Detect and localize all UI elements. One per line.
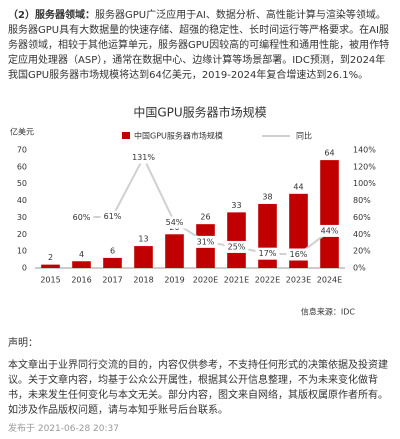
line-label: 61% <box>104 212 122 221</box>
label-background <box>255 247 280 260</box>
paragraph-body: 服务器GPU广泛应用于AI、数据分析、高性能计算与渲染等领域。服务器GPU具有大… <box>8 10 390 81</box>
y2-tick-label: 20% <box>353 247 371 256</box>
x-tick-label: 2021E <box>224 276 249 285</box>
y2-tick-label: 0% <box>353 264 366 273</box>
y2-tick-label: 120% <box>353 162 376 171</box>
disclaimer-body: 本文章出于业界同行交流的目的，内容仅供参考，不支持任何形式的决策依据及投资建议。… <box>8 360 388 416</box>
y-tick-label: 40 <box>17 196 27 205</box>
y2-tick-label: 100% <box>353 179 376 188</box>
label-background <box>69 211 94 224</box>
bar <box>165 234 184 268</box>
y-tick-label: 0 <box>22 264 27 273</box>
label-background <box>131 151 156 164</box>
chart: 中国GPU服务器市场规模 亿美元 信息来源：IDC 0 10 20 30 40 50 60 7… <box>10 105 376 317</box>
y-tick-label: 10 <box>17 247 27 256</box>
bar-label: 44 <box>293 182 303 191</box>
line-label: 44% <box>321 226 339 235</box>
line-label: 54% <box>166 218 184 227</box>
y-axis-title: 亿美元 <box>10 127 34 137</box>
line-label: 60% <box>73 213 91 222</box>
y-tick-label: 30 <box>17 213 27 222</box>
paragraph: （2）服务器领域：服务器GPU广泛应用于AI、数据分析、高性能计算与渲染等领域。… <box>8 8 394 83</box>
paragraph-lead: （2）服务器领域： <box>8 10 95 21</box>
label-background <box>224 240 249 253</box>
x-tick-label: 2016 <box>71 276 91 285</box>
x-tick-label: 2020E <box>193 276 218 285</box>
label-background <box>317 224 342 237</box>
y-tick-label: 20 <box>17 230 27 239</box>
bar <box>227 212 246 268</box>
bar-label: 26 <box>200 213 210 222</box>
line-label: 31% <box>197 237 215 246</box>
bar-label: 4 <box>79 250 84 259</box>
y2-tick-label: 80% <box>353 196 371 205</box>
y-tick-label: 60 <box>17 162 27 171</box>
line-label: 131% <box>132 153 155 162</box>
chart-title: 中国GPU服务器市场规模 <box>133 105 266 120</box>
label-background <box>162 216 187 229</box>
disclaimer-title: 声明： <box>8 338 38 349</box>
date: 发布于 2021-06-28 20:37 <box>8 424 119 434</box>
y2-tick-label: 40% <box>353 230 371 239</box>
bar <box>72 261 91 268</box>
legend-label: 中国GPU服务器市场规模 <box>134 131 223 141</box>
bar-label: 2 <box>48 253 53 262</box>
x-tick-label: 2015 <box>40 276 60 285</box>
label-background <box>100 210 125 223</box>
label-background <box>193 235 218 248</box>
source: 信息来源：IDC <box>301 307 356 317</box>
x-tick-label: 2023E <box>286 276 311 285</box>
label-background <box>286 248 311 261</box>
x-tick-label: 2018 <box>133 276 153 285</box>
bar-label: 64 <box>324 149 334 158</box>
x-tick-label: 2019 <box>164 276 184 285</box>
bar <box>41 264 60 268</box>
bar <box>320 160 339 268</box>
line-label: 17% <box>259 249 277 258</box>
x-tick-label: 2017 <box>102 276 122 285</box>
bar-label: 38 <box>262 192 272 201</box>
bar <box>103 257 122 268</box>
bar-label: 33 <box>231 201 241 210</box>
line-label: 16% <box>290 250 308 259</box>
x-tick-label: 2022E <box>255 276 280 285</box>
bar-label: 6 <box>110 246 115 255</box>
y-tick-label: 70 <box>17 146 27 155</box>
bar <box>134 246 153 268</box>
line-label: 25% <box>228 242 246 251</box>
bar-label: 13 <box>138 235 148 244</box>
x-tick-label: 2024E <box>317 276 342 285</box>
y-tick-label: 50 <box>17 179 27 188</box>
y2-tick-label: 60% <box>353 213 371 222</box>
y2-tick-label: 140% <box>353 146 376 155</box>
legend-label: 同比 <box>296 131 312 141</box>
legend-swatch <box>122 132 130 139</box>
